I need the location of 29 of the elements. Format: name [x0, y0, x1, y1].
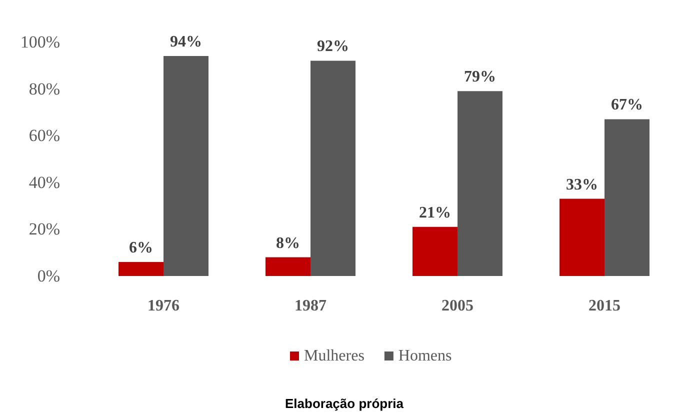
data-label: 33%	[566, 176, 598, 194]
bar	[604, 119, 650, 276]
y-tick-label: 80%	[28, 79, 60, 98]
x-tick-label: 1987	[294, 298, 326, 314]
y-tick-label: 100%	[20, 32, 60, 52]
data-label: 79%	[464, 68, 496, 86]
bar	[560, 198, 604, 276]
x-tick-label: 2015	[588, 298, 620, 314]
data-label: 94%	[170, 34, 202, 51]
bar	[118, 262, 164, 276]
bar	[266, 257, 310, 276]
bar	[310, 60, 356, 276]
y-tick-label: 60%	[28, 126, 60, 146]
legend-label: Mulheres	[304, 348, 364, 364]
bar	[412, 226, 458, 276]
y-tick-label: 20%	[28, 220, 60, 239]
bar	[164, 56, 208, 276]
data-label: 21%	[419, 204, 451, 222]
legend-label: Homens	[398, 348, 452, 364]
y-tick-label: 0%	[37, 266, 60, 286]
text: Elaboração própria	[285, 396, 404, 411]
x-tick-label: 2005	[442, 298, 474, 314]
data-label: 8%	[276, 234, 300, 252]
x-tick-label: 1976	[148, 298, 180, 314]
data-label: 6%	[129, 239, 153, 256]
data-label: 67%	[611, 96, 643, 114]
data-label: 92%	[317, 38, 349, 56]
y-tick-label: 40%	[28, 172, 60, 192]
bar	[458, 91, 502, 276]
